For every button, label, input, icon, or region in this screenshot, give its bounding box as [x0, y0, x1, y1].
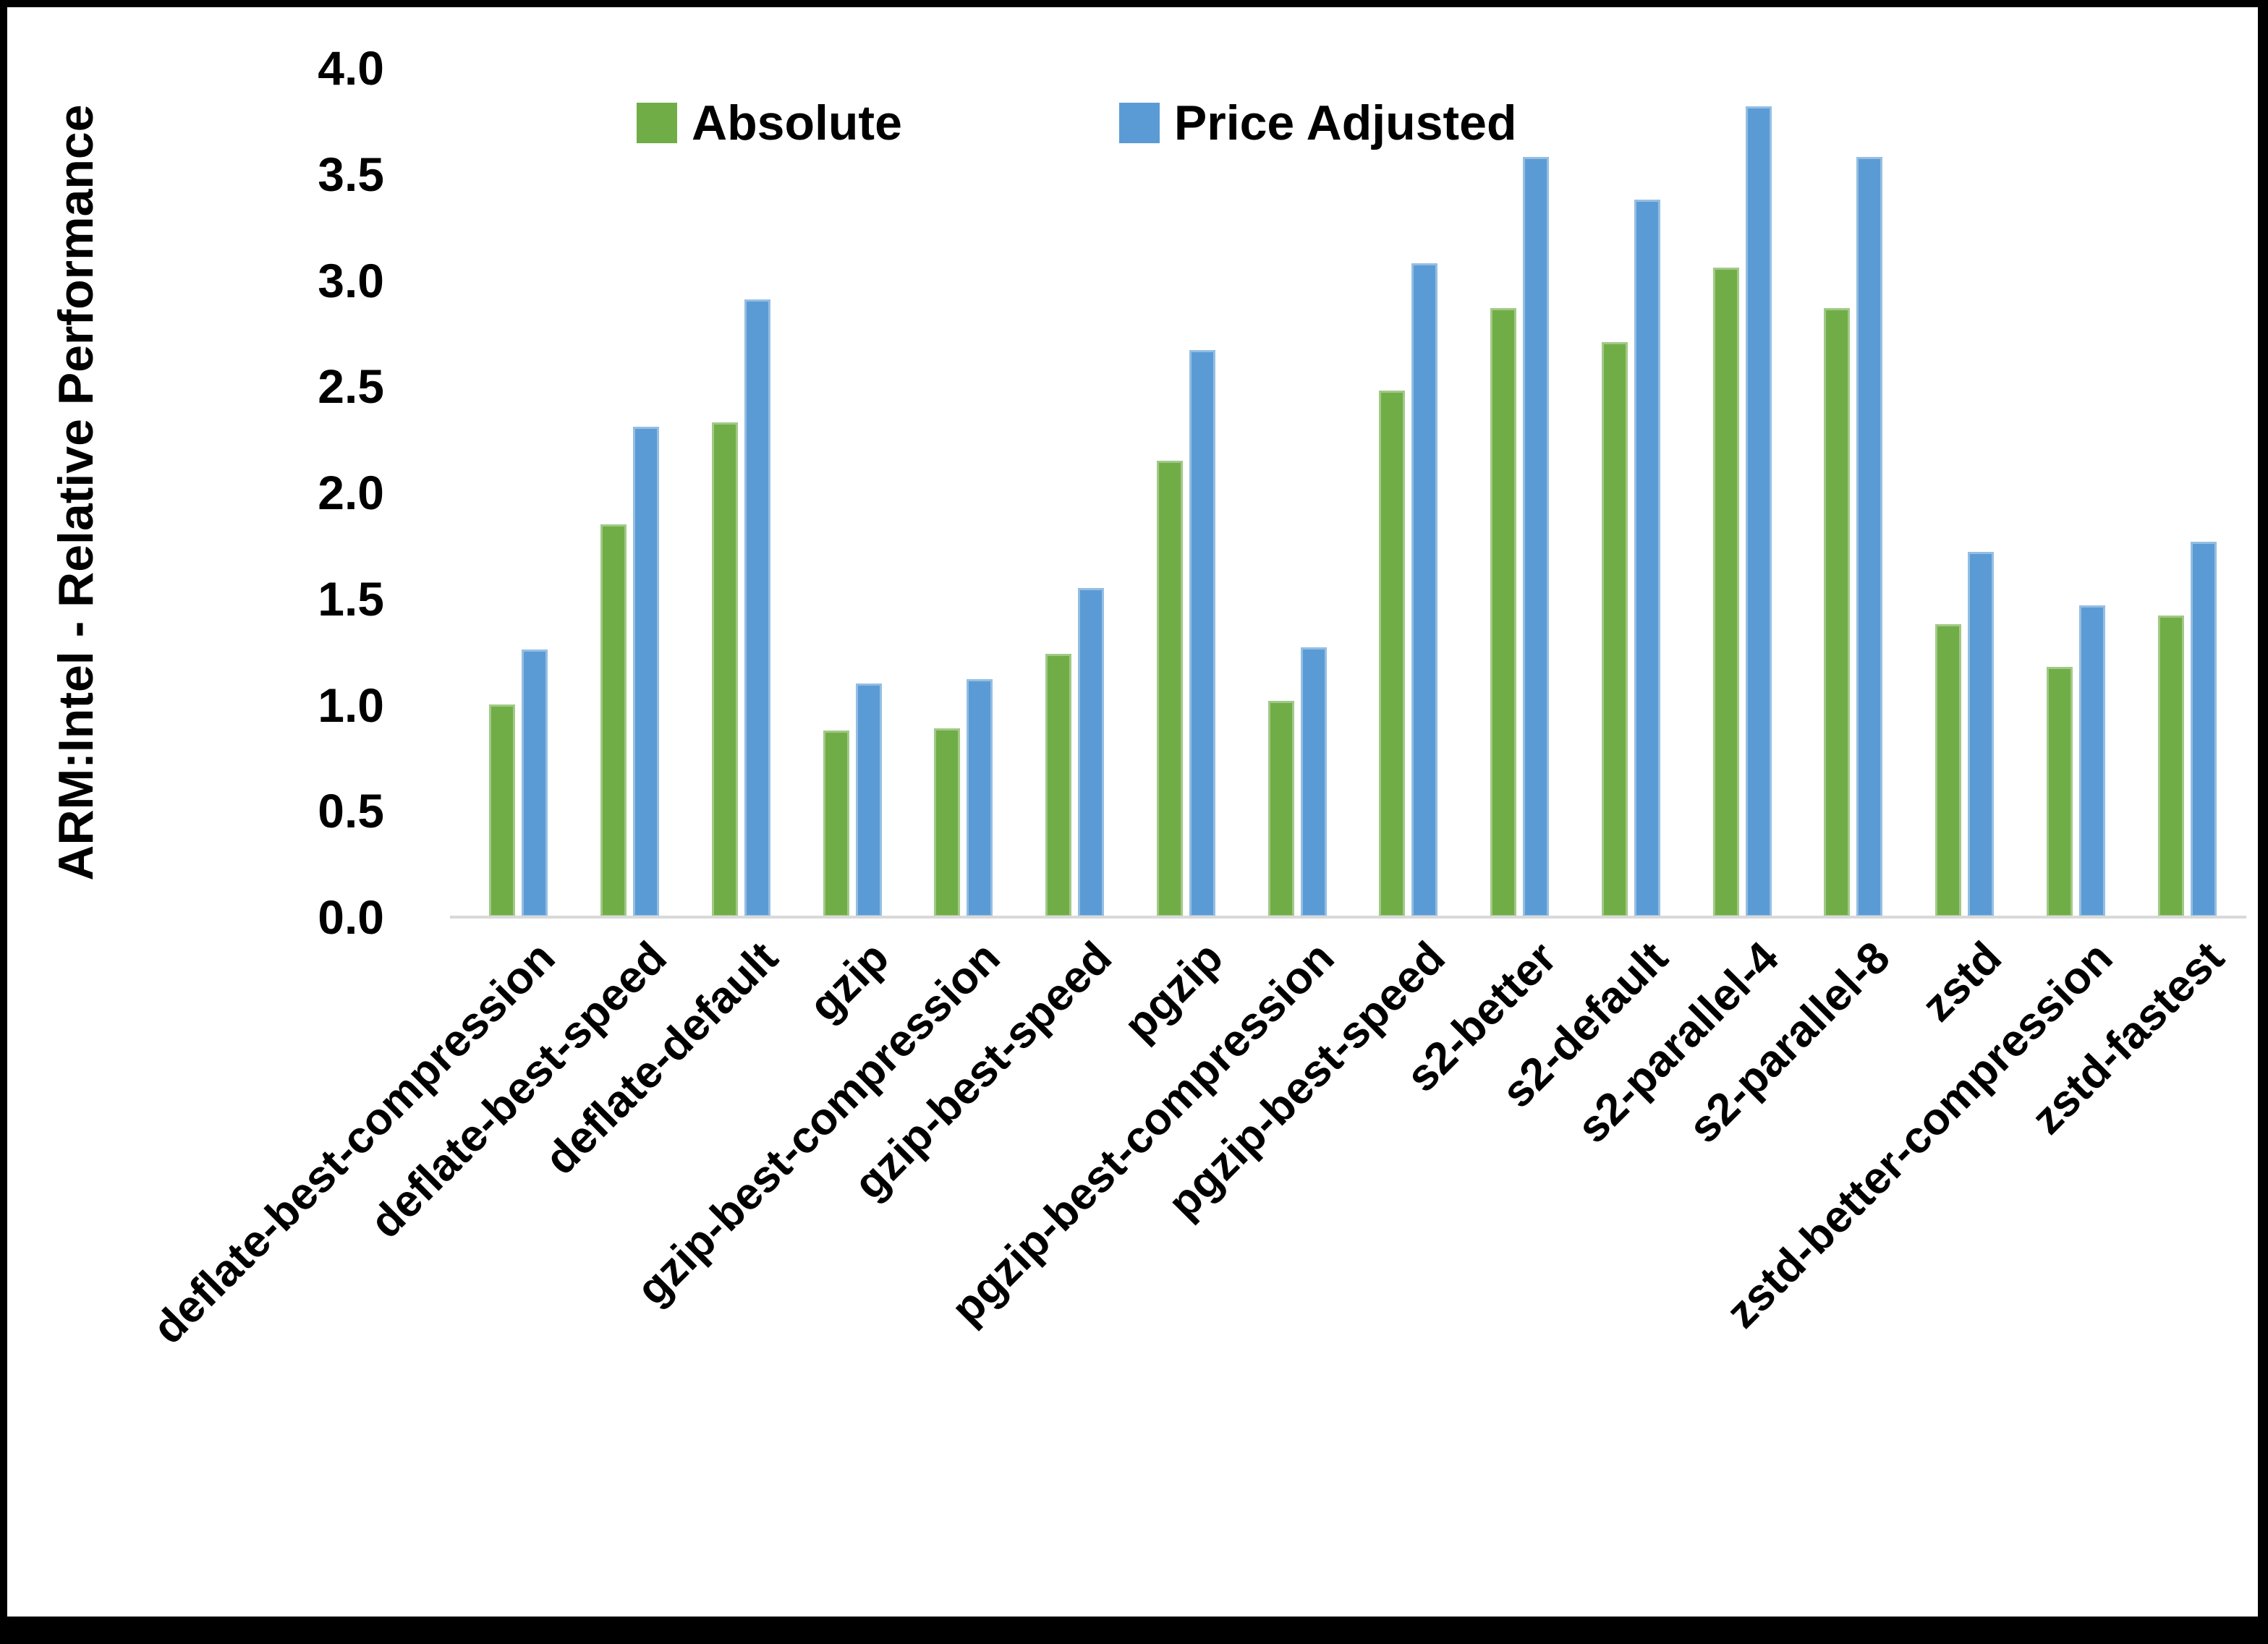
bar-price-adjusted-gzip-best-speed [1078, 588, 1104, 917]
bar-absolute-s2-default [1602, 342, 1628, 917]
bar-price-adjusted-s2-parallel-4 [1746, 106, 1772, 917]
bar-absolute-zstd-fastest [2158, 616, 2184, 917]
x-axis-label-gzip: gzip [799, 932, 899, 1031]
y-tick-label-3.0: 3.0 [318, 253, 384, 307]
bar-absolute-s2-parallel-8 [1824, 308, 1850, 917]
bar-price-adjusted-zstd [1968, 552, 1994, 917]
y-tick-label-4.0: 4.0 [318, 41, 384, 95]
legend-swatch-icon [637, 103, 677, 143]
x-axis-label-deflate-best-compression: deflate-best-compression [143, 932, 565, 1354]
bar-price-adjusted-pgzip [1189, 350, 1215, 917]
y-tick-label-2.5: 2.5 [318, 359, 384, 414]
y-tick-label-2.0: 2.0 [318, 466, 384, 519]
y-tick-label-0.0: 0.0 [318, 890, 384, 944]
bar-price-adjusted-zstd-better-compression [2079, 605, 2105, 917]
bar-price-adjusted-pgzip-best-speed [1411, 263, 1437, 917]
y-tick-label-3.5: 3.5 [318, 147, 384, 201]
bar-absolute-gzip-best-compression [934, 728, 960, 917]
bar-price-adjusted-s2-parallel-8 [1856, 157, 1882, 917]
bar-absolute-gzip [823, 731, 849, 917]
bar-absolute-gzip-best-speed [1045, 654, 1071, 917]
bar-price-adjusted-deflate-best-compression [522, 649, 548, 917]
bar-price-adjusted-pgzip-best-compression [1301, 647, 1327, 917]
bar-absolute-pgzip-best-speed [1379, 391, 1405, 917]
bar-price-adjusted-deflate-best-speed [633, 427, 659, 917]
bar-price-adjusted-s2-better [1523, 157, 1549, 917]
legend: Absolute Price Adjusted [637, 98, 1517, 148]
bar-absolute-deflate-best-speed [600, 524, 627, 917]
y-tick-label-0.5: 0.5 [318, 784, 384, 838]
legend-item-price-adjusted: Price Adjusted [1118, 95, 1517, 150]
bar-price-adjusted-gzip-best-compression [967, 679, 993, 917]
bar-absolute-pgzip [1157, 461, 1183, 917]
x-axis-label-zstd: zstd [1912, 932, 2011, 1031]
legend-item-absolute: Absolute [637, 98, 902, 148]
x-axis-label-s2-parallel-8: s2-parallel-8 [1679, 932, 1900, 1153]
bar-absolute-deflate-default [712, 422, 738, 917]
bar-absolute-s2-better [1490, 308, 1516, 917]
legend-label: Price Adjusted [1173, 95, 1517, 150]
bar-absolute-zstd-better-compression [2047, 667, 2073, 917]
bar-price-adjusted-s2-default [1634, 200, 1660, 917]
legend-label: Absolute [692, 95, 902, 150]
y-tick-label-1.5: 1.5 [318, 571, 384, 626]
y-tick-label-1.0: 1.0 [318, 678, 384, 732]
bar-price-adjusted-gzip [856, 683, 882, 917]
y-axis-title: ARM:Intel - Relative Performance [48, 104, 103, 881]
bar-absolute-s2-parallel-4 [1713, 268, 1739, 917]
bar-price-adjusted-deflate-default [744, 299, 770, 917]
bar-price-adjusted-zstd-fastest [2191, 542, 2217, 917]
bar-chart: ARM:Intel - Relative Performance 0.0 0.5 1… [7, 7, 2258, 1617]
x-axis-line [450, 916, 2246, 919]
legend-swatch-icon [1118, 103, 1160, 143]
bar-absolute-deflate-best-compression [489, 704, 515, 917]
bar-absolute-pgzip-best-compression [1268, 701, 1294, 917]
bar-absolute-zstd [1935, 624, 1961, 917]
